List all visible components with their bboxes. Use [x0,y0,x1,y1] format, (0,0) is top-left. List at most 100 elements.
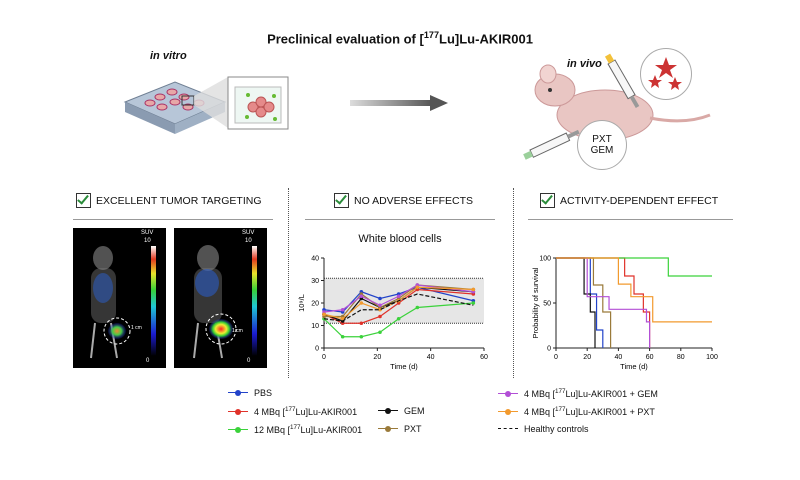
legend-marker [228,407,248,417]
x-axis-label: Time (d) [620,362,648,371]
x-tick-label: 60 [646,354,654,361]
x-tick-label: 40 [615,354,623,361]
data-point [359,294,364,299]
legend-label: PXT [404,424,422,434]
y-axis-label: Probability of survival [531,267,540,338]
checkmark-icon [334,193,349,208]
legend-marker [498,424,518,434]
series-line [556,257,712,277]
legend-marker [498,407,518,417]
x-tick-label: 80 [677,354,685,361]
series-line [556,257,596,348]
legend-marker [498,389,518,399]
data-point [415,285,420,290]
data-point [359,301,364,305]
x-axis-label: Time (d) [390,362,418,371]
data-point [359,321,364,326]
data-point [378,296,382,301]
y-tick-label: 100 [539,256,551,263]
drug-label-gem: GEM [590,145,614,156]
data-point [415,305,420,310]
y-tick-label: 0 [547,346,551,353]
legend-marker [228,425,248,435]
legend-label: 12 MBq [177Lu]Lu-AKIR001 [254,424,363,435]
section-separator [288,188,289,378]
legend-item: PBS [228,388,272,398]
divider-line [305,219,495,220]
divider-line [528,219,733,220]
suv-label: SUV [141,230,154,236]
y-tick-label: 10 [311,323,319,330]
legend-item: 12 MBq [177Lu]Lu-AKIR001 [228,424,362,435]
cell-culture-plate-illustration [123,76,289,134]
reference-range-band [324,278,484,324]
legend-item: GEM [378,406,425,416]
legend-marker [378,424,398,434]
section-header-text: ACTIVITY-DEPENDENT EFFECT [560,194,719,207]
data-point [359,334,364,339]
y-tick-label: 30 [311,278,319,285]
in-vivo-label: in vivo [567,58,602,70]
checkmark-icon [540,193,555,208]
radiopharmaceutical-bubble [640,48,692,100]
legend-label: GEM [404,406,425,416]
x-tick-label: 0 [554,354,558,361]
data-point [378,330,382,335]
data-point [378,314,382,319]
legend-item: 4 MBq [177Lu]Lu-AKIR001 + PXT [498,406,655,417]
x-tick-label: 20 [373,354,381,361]
in-vitro-label: in vitro [150,50,187,62]
data-point [396,294,401,299]
drug-bubble: PXT GEM [577,120,627,170]
spect-ct-image-left: SUV 10 0 1 cm [73,228,166,368]
data-point [340,334,345,339]
data-point [340,307,345,312]
suv-min-label: 0 [146,358,150,364]
data-point [471,287,476,292]
legend-marker [378,406,398,416]
survival-chart: 0 20 40 60 80 100 0 50 100 Time (d) Probability of… [531,256,718,372]
legend-marker [228,388,248,398]
legend-item: 4 MBq [177Lu]Lu-AKIR001 + GEM [498,388,658,399]
spect-ct-image-right: SUV 10 0 1 cm [174,228,267,368]
y-tick-label: 0 [315,346,319,353]
x-tick-label: 40 [427,354,435,361]
y-axis-label: 10⁹/L [297,294,306,312]
section-header-targeting: EXCELLENT TUMOR TARGETING [76,193,262,208]
legend-item: Healthy controls [498,424,589,434]
arrow-right-icon [350,95,448,111]
series-line [323,293,474,322]
suv-min-label: 0 [247,358,251,364]
star-molecules-icon [648,57,682,90]
wbc-chart-title: White blood cells [358,233,442,245]
data-point [396,316,401,321]
suv-max-label: 10 [245,238,252,244]
y-tick-label: 50 [543,301,551,308]
data-point [340,316,345,321]
section-header-activity: ACTIVITY-DEPENDENT EFFECT [540,193,718,208]
drug-label-pxt: PXT [592,134,612,145]
data-point [322,312,326,317]
legend-label: PBS [254,388,273,398]
suv-max-label: 10 [144,238,151,244]
mouse-illustration [523,53,711,160]
section-header-text: EXCELLENT TUMOR TARGETING [96,194,262,207]
wbc-chart: 0 20 40 60 0 10 20 30 40 Time (d) 10⁹/L [297,256,488,372]
legend-item: 4 MBq [177Lu]Lu-AKIR001 [228,406,357,417]
x-tick-label: 0 [322,354,326,361]
legend-label: 4 MBq [177Lu]Lu-AKIR001 [254,406,358,417]
data-point [471,301,476,305]
y-tick-label: 20 [311,301,319,308]
divider-line [73,219,273,220]
legend-label: Healthy controls [524,424,589,434]
section-separator [513,188,514,378]
scale-bar-label: 1 cm [232,328,243,334]
x-tick-label: 60 [480,354,488,361]
suv-label: SUV [242,230,255,236]
data-point [378,303,382,308]
legend-item: PXT [378,424,422,434]
figure-title: Preclinical evaluation of [177Lu]Lu-AKIR… [267,30,533,47]
checkmark-icon [76,193,91,208]
section-header-text: NO ADVERSE EFFECTS [354,194,474,207]
series-line [556,257,712,323]
